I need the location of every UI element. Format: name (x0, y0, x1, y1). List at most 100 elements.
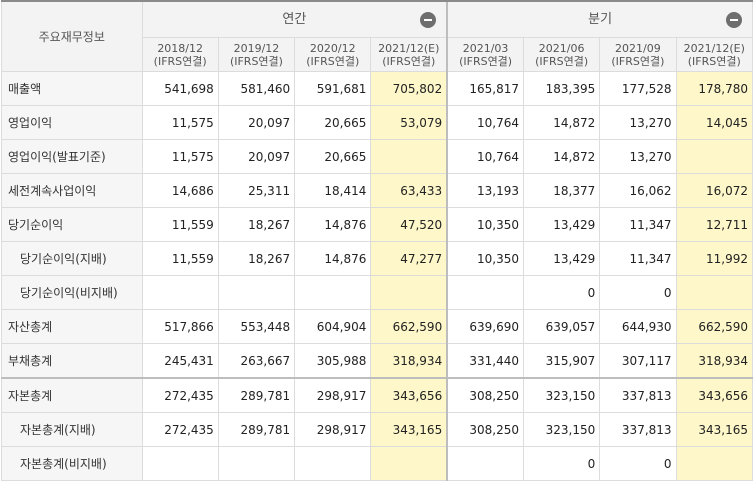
value-cell: 20,097 (217, 139, 296, 174)
value-cell: 0 (599, 275, 677, 310)
table-row: 영업이익(발표기준) 11,575 20,097 20,665 10,764 14,872… (1, 139, 754, 174)
value-cell: 20,665 (294, 139, 372, 174)
value-cell (370, 446, 448, 481)
value-cell: 331,440 (446, 343, 524, 379)
value-cell (446, 446, 524, 481)
table-row: 당기순이익 11,559 18,267 14,876 47,520 10,350 13,42… (1, 207, 754, 242)
value-cell: 581,460 (217, 71, 296, 106)
value-cell: 178,780 (675, 71, 754, 106)
value-cell (141, 446, 219, 481)
period-date: 2021/09 (615, 41, 661, 55)
period-header: 2021/03 (IFRS연결) (446, 37, 524, 72)
value-cell: 14,876 (294, 241, 372, 276)
collapse-quarter-icon[interactable] (726, 12, 742, 28)
value-cell: 47,520 (370, 207, 448, 242)
value-cell: 12,711 (675, 207, 754, 242)
row-label: 자산총계 (1, 309, 143, 344)
value-cell: 308,250 (446, 412, 524, 447)
period-date: 2019/12 (233, 41, 280, 55)
value-cell: 272,435 (141, 377, 219, 413)
period-basis: (IFRS연결) (229, 54, 283, 68)
row-label: 영업이익 (1, 105, 143, 140)
row-label: 자본총계(지배) (1, 412, 143, 447)
value-cell: 10,350 (446, 207, 524, 242)
table-row: 영업이익 11,575 20,097 20,665 53,079 10,764 14,872… (1, 105, 754, 140)
value-cell: 553,448 (217, 309, 296, 344)
table-row: 세전계속사업이익 14,686 25,311 18,414 63,433 13,193 18… (1, 173, 754, 208)
value-cell: 337,813 (599, 412, 677, 447)
row-label: 당기순이익 (1, 207, 143, 242)
value-cell (217, 275, 296, 310)
value-cell: 323,150 (522, 412, 601, 447)
value-cell (217, 446, 296, 481)
corner-header: 주요재무정보 (1, 0, 143, 72)
period-basis: (IFRS연결) (153, 54, 207, 68)
value-cell: 13,429 (522, 241, 601, 276)
value-cell: 11,575 (141, 105, 219, 140)
value-cell: 47,277 (370, 241, 448, 276)
value-cell: 10,764 (446, 139, 524, 174)
table-row: 당기순이익(비지배) 0 0 (1, 275, 754, 310)
value-cell: 13,429 (522, 207, 601, 242)
period-header: 2021/12(E) (IFRS연결) (370, 37, 448, 72)
value-cell: 11,559 (141, 207, 219, 242)
value-cell: 0 (522, 446, 601, 481)
value-cell (370, 139, 448, 174)
value-cell: 289,781 (217, 377, 296, 413)
period-basis: (IFRS연결) (306, 54, 360, 68)
value-cell: 517,866 (141, 309, 219, 344)
value-cell: 323,150 (522, 377, 601, 413)
value-cell: 18,267 (217, 241, 296, 276)
row-label: 당기순이익(비지배) (1, 275, 143, 310)
value-cell: 343,656 (675, 377, 754, 413)
value-cell: 14,872 (522, 139, 601, 174)
value-cell: 11,559 (141, 241, 219, 276)
row-label: 자본총계(비지배) (1, 446, 143, 481)
period-header: 2021/09 (IFRS연결) (599, 37, 677, 72)
value-cell: 639,690 (446, 309, 524, 344)
value-cell: 177,528 (599, 71, 677, 106)
value-cell: 639,057 (522, 309, 601, 344)
value-cell: 315,907 (522, 343, 601, 379)
value-cell: 308,250 (446, 377, 524, 413)
value-cell: 591,681 (294, 71, 372, 106)
period-basis: (IFRS연결) (382, 54, 436, 68)
value-cell: 289,781 (217, 412, 296, 447)
collapse-annual-icon[interactable] (420, 12, 437, 28)
quarter-section-header: 분기 (446, 0, 754, 38)
period-basis: (IFRS연결) (459, 54, 513, 68)
value-cell: 25,311 (217, 173, 296, 208)
table-row: 자본총계(비지배) 0 0 (1, 446, 754, 481)
value-cell: 541,698 (141, 71, 219, 106)
value-cell: 16,062 (599, 173, 677, 208)
period-basis: (IFRS연결) (535, 54, 589, 68)
period-header: 2018/12 (IFRS연결) (141, 37, 219, 72)
value-cell: 10,350 (446, 241, 524, 276)
value-cell: 11,992 (675, 241, 754, 276)
value-cell: 662,590 (675, 309, 754, 344)
value-cell: 343,165 (370, 412, 448, 447)
row-label: 부채총계 (1, 343, 143, 379)
value-cell: 644,930 (599, 309, 677, 344)
row-label: 세전계속사업이익 (1, 173, 143, 208)
value-cell: 0 (599, 446, 677, 481)
annual-label: 연간 (282, 12, 307, 27)
annual-section-header: 연간 (141, 0, 448, 38)
value-cell: 298,917 (294, 412, 372, 447)
row-label: 매출액 (1, 71, 143, 106)
value-cell: 705,802 (370, 71, 448, 106)
value-cell (675, 139, 754, 174)
period-header: 2019/12 (IFRS연결) (217, 37, 296, 72)
period-header: 2021/12(E) (IFRS연결) (675, 37, 754, 72)
period-header: 2020/12 (IFRS연결) (294, 37, 372, 72)
value-cell (675, 446, 754, 481)
period-date: 2018/12 (157, 41, 204, 55)
table-row: 매출액 541,698 581,460 591,681 705,802 165,817 18… (1, 71, 754, 106)
value-cell: 63,433 (370, 173, 448, 208)
value-cell: 343,165 (675, 412, 754, 447)
value-cell: 305,988 (294, 343, 372, 379)
value-cell: 298,917 (294, 377, 372, 413)
value-cell: 318,934 (675, 343, 754, 379)
value-cell: 16,072 (675, 173, 754, 208)
